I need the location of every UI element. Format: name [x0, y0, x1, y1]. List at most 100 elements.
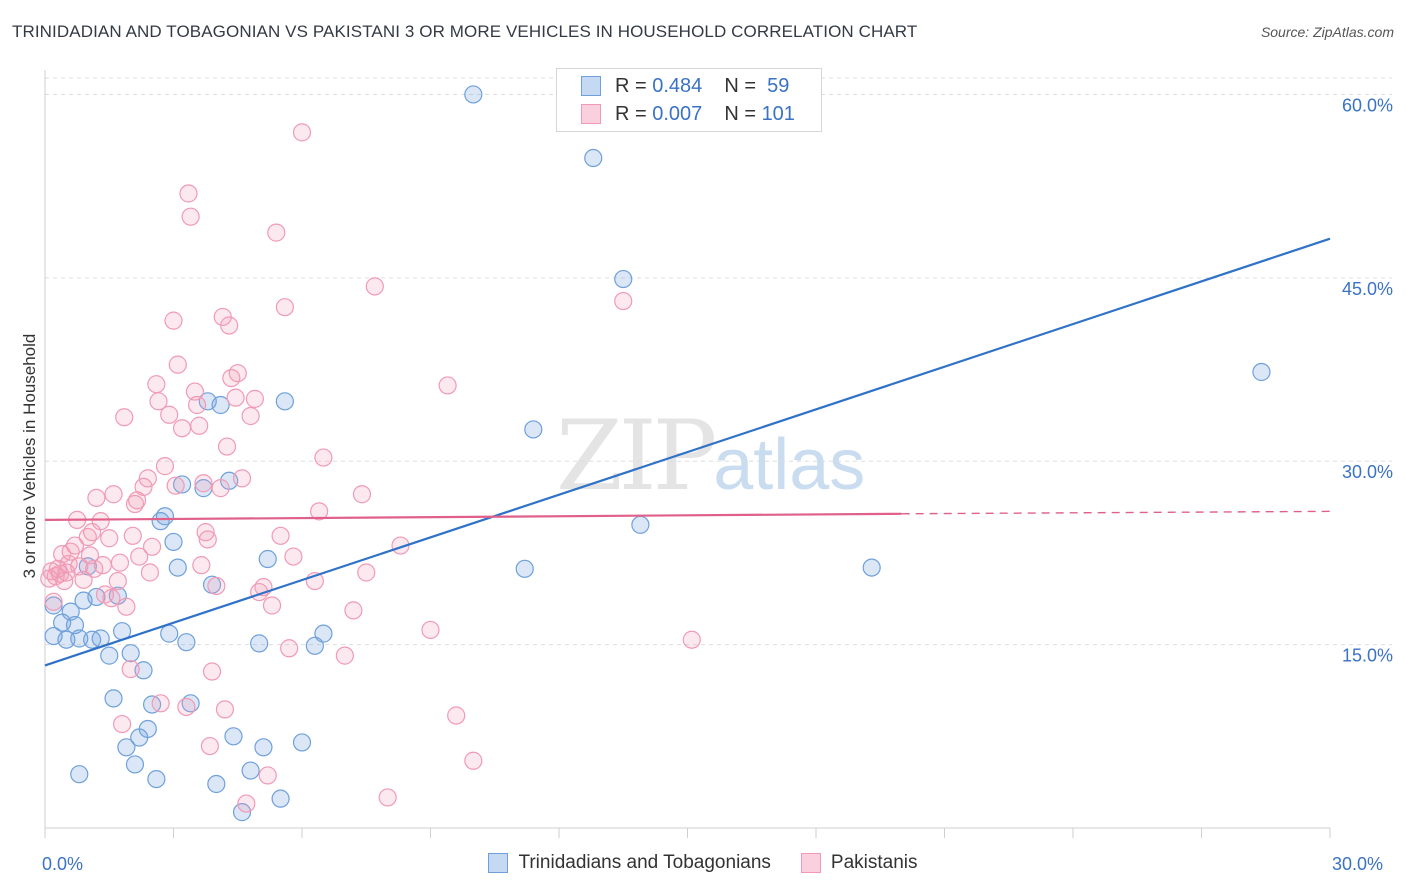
pakistani-trend-extension — [901, 510, 1331, 515]
pakistani-point — [614, 291, 633, 311]
legend-item-trinidadian: Trinidadians and Tobagonians — [488, 852, 771, 874]
trinidadian-point — [147, 769, 166, 789]
pakistani-point — [149, 392, 168, 411]
trinidadian-point — [65, 615, 85, 635]
pakistani-point — [138, 469, 157, 488]
stats-legend-row-pakistani: R = 0.007 N = 101 — [581, 101, 795, 127]
pakistani-point — [93, 556, 112, 575]
pakistani-point — [168, 355, 187, 374]
y-tick-label: 45.0% — [1342, 279, 1393, 299]
trinidadian-point — [584, 148, 603, 168]
watermark-atlas: atlas — [713, 425, 866, 505]
pakistani-point — [310, 502, 329, 521]
pakistani-point — [134, 477, 153, 496]
pakistani-point — [115, 408, 134, 427]
trinidadian-point — [1252, 362, 1271, 382]
trinidadian-trend-line — [44, 237, 1331, 667]
legend-label-trinidadian: Trinidadians and Tobagonians — [518, 852, 771, 873]
pakistani-point — [102, 589, 121, 608]
n-label: N = — [724, 74, 756, 97]
pakistani-point — [271, 526, 290, 545]
trinidadian-point — [134, 661, 153, 680]
trinidadian-point — [207, 774, 226, 794]
pakistani-point — [357, 563, 376, 582]
pakistani-point — [172, 419, 192, 438]
pakistani-point — [335, 646, 354, 665]
x-tick-label-max: 30.0% — [1332, 854, 1384, 874]
pakistani-point — [464, 751, 483, 770]
trinidadian-point — [524, 420, 543, 439]
pakistani-point — [123, 526, 142, 545]
source-label: Source: ZipAtlas.com — [1260, 24, 1394, 40]
pakistani-point — [232, 469, 252, 488]
pakistani-trend-line — [44, 512, 902, 522]
trinidadian-point — [254, 738, 273, 757]
pakistani-point — [190, 416, 209, 435]
r-value: 0.484 — [652, 74, 703, 97]
pakistani-point — [187, 395, 207, 415]
n-value: 101 — [761, 102, 795, 125]
pakistani-point — [65, 536, 85, 555]
legend-label-pakistani: Pakistanis — [830, 852, 918, 873]
n-value: 59 — [767, 74, 790, 97]
series-legend: Trinidadians and Tobagonians Pakistanis — [0, 852, 1406, 874]
pakistani-point — [352, 485, 372, 504]
pakistani-point — [70, 557, 89, 576]
trinidadian-point — [121, 644, 140, 663]
stats-legend-row-trinidadian: R = 0.484 N = 59 — [581, 73, 789, 99]
stats-legend: R = 0.484 N = 59 R = 0.007 N = 101 — [556, 68, 822, 132]
legend-item-pakistani: Pakistanis — [800, 852, 918, 874]
pakistani-point — [185, 382, 205, 401]
pakistani-point — [196, 523, 215, 542]
pakistani-point — [226, 388, 245, 407]
pakistani-point — [110, 553, 130, 572]
pakistani-point — [142, 537, 162, 556]
pakistani-point — [166, 476, 185, 495]
pakistani-point — [207, 576, 226, 596]
legend-swatch-trinidadian — [581, 76, 601, 96]
trinidadian-point — [211, 395, 230, 415]
trinidadian-point — [271, 789, 290, 808]
pakistani-point — [121, 659, 140, 679]
pakistani-point — [44, 592, 63, 611]
trinidadian-point — [250, 634, 269, 653]
pakistani-point — [194, 474, 213, 493]
pakistani-point — [198, 530, 217, 549]
trinidadian-point — [614, 269, 633, 289]
trinidadian-point — [177, 633, 196, 652]
legend-swatch-trinidadian — [488, 853, 509, 873]
trinidadian-point — [138, 719, 157, 739]
pakistani-point — [344, 601, 363, 620]
trinidadian-point — [232, 803, 252, 822]
trinidadian-point — [224, 727, 243, 746]
trinidadian-point — [258, 549, 277, 569]
pakistani-point — [202, 662, 222, 681]
pakistani-point — [211, 479, 230, 498]
pakistani-point — [280, 639, 299, 658]
y-tick-label: 15.0% — [1342, 646, 1393, 666]
pakistani-point — [147, 375, 166, 394]
trinidadian-point — [241, 761, 260, 780]
pakistani-point — [100, 529, 119, 548]
pakistani-point — [292, 123, 312, 142]
trinidadian-point — [164, 532, 183, 552]
pakistani-point — [130, 547, 149, 566]
pakistani-point — [421, 620, 440, 640]
legend-swatch-pakistani — [800, 853, 821, 873]
pakistani-point — [104, 485, 123, 504]
pakistani-point — [74, 570, 93, 589]
pakistani-point — [682, 630, 701, 649]
pakistani-point — [151, 694, 170, 713]
pakistani-point — [112, 714, 132, 734]
pakistani-point — [237, 794, 256, 813]
r-value: 0.007 — [652, 102, 703, 125]
pakistani-point — [365, 277, 384, 296]
pakistani-point — [262, 596, 282, 615]
r-label: R = — [615, 74, 647, 97]
pakistani-point — [215, 700, 234, 719]
pakistani-point — [258, 766, 277, 785]
pakistani-point — [447, 706, 466, 725]
y-tick-label: 30.0% — [1342, 462, 1393, 482]
trinidadian-point — [160, 624, 179, 643]
